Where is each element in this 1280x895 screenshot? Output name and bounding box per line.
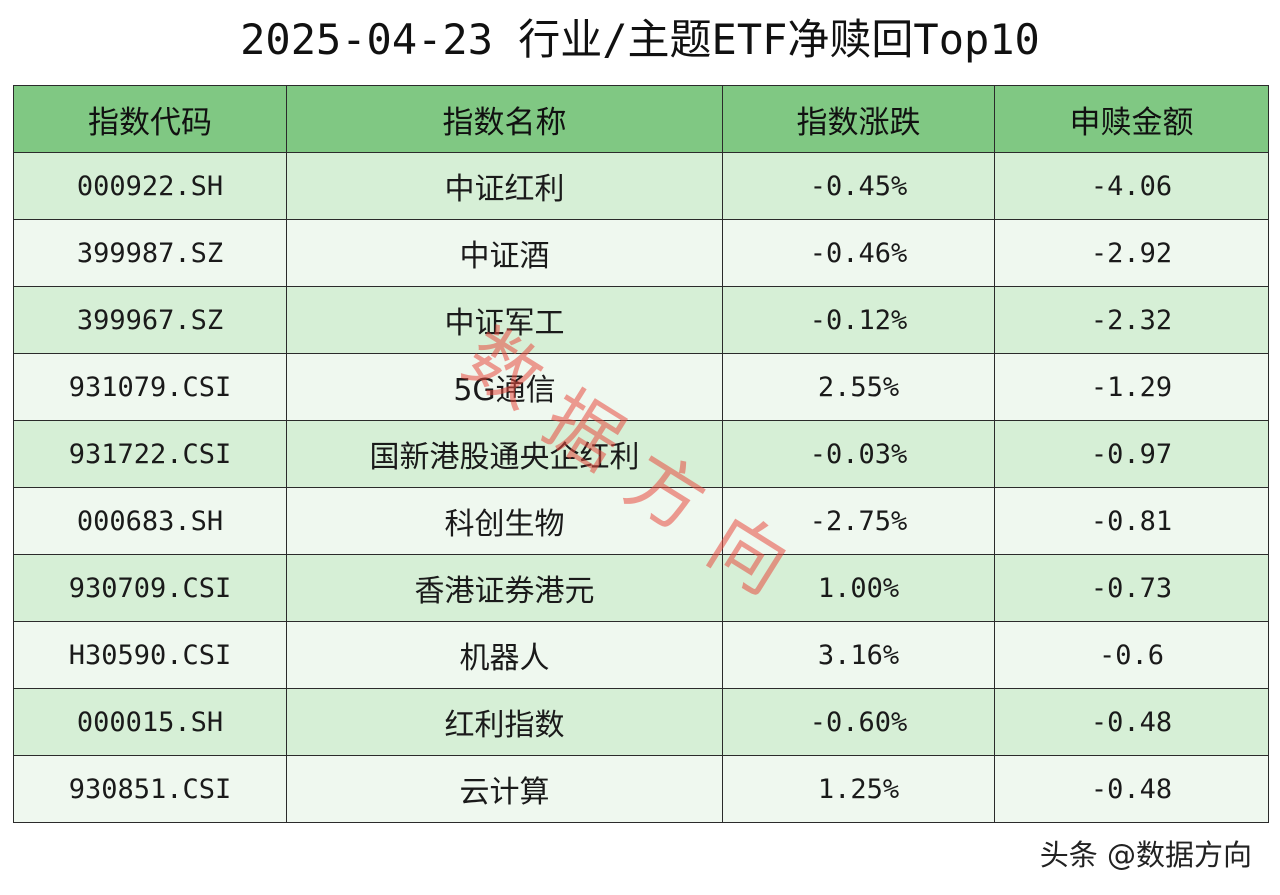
cell-redemption-amount: -4.06: [994, 152, 1269, 220]
table-row: 399987.SZ 中证酒 -0.46% -2.92: [13, 219, 1269, 287]
cell-index-code: 399967.SZ: [13, 286, 287, 354]
cell-index-change: -2.75%: [722, 487, 995, 555]
cell-redemption-amount: -0.81: [994, 487, 1269, 555]
table-row: H30590.CSI 机器人 3.16% -0.6: [13, 621, 1269, 689]
header-index-code: 指数代码: [13, 85, 287, 153]
table-row: 399967.SZ 中证军工 -0.12% -2.32: [13, 286, 1269, 354]
cell-redemption-amount: -1.29: [994, 353, 1269, 421]
cell-index-name: 科创生物: [286, 487, 723, 555]
cell-index-name: 国新港股通央企红利: [286, 420, 723, 488]
cell-index-change: 2.55%: [722, 353, 995, 421]
cell-index-code: 931079.CSI: [13, 353, 287, 421]
table-row: 000683.SH 科创生物 -2.75% -0.81: [13, 487, 1269, 555]
cell-redemption-amount: -0.97: [994, 420, 1269, 488]
page-title: 2025-04-23 行业/主题ETF净赎回Top10: [240, 15, 1040, 64]
cell-index-change: 1.00%: [722, 554, 995, 622]
header-index-name: 指数名称: [286, 85, 723, 153]
cell-redemption-amount: -2.92: [994, 219, 1269, 287]
cell-index-change: 1.25%: [722, 755, 995, 823]
cell-index-name: 香港证券港元: [286, 554, 723, 622]
table-row: 000015.SH 红利指数 -0.60% -0.48: [13, 688, 1269, 756]
table-row: 930709.CSI 香港证券港元 1.00% -0.73: [13, 554, 1269, 622]
cell-index-change: -0.12%: [722, 286, 995, 354]
cell-index-name: 中证军工: [286, 286, 723, 354]
cell-index-name: 5G通信: [286, 353, 723, 421]
cell-index-code: H30590.CSI: [13, 621, 287, 689]
cell-index-change: -0.46%: [722, 219, 995, 287]
cell-index-change: -0.60%: [722, 688, 995, 756]
cell-index-name: 机器人: [286, 621, 723, 689]
cell-index-name: 中证红利: [286, 152, 723, 220]
cell-redemption-amount: -2.32: [994, 286, 1269, 354]
cell-redemption-amount: -0.73: [994, 554, 1269, 622]
table-header-row: 指数代码 指数名称 指数涨跌 申赎金额: [13, 85, 1269, 153]
source-credit: 头条 @数据方向: [1039, 838, 1252, 872]
cell-index-code: 000922.SH: [13, 152, 287, 220]
header-index-change: 指数涨跌: [722, 85, 995, 153]
table-row: 931079.CSI 5G通信 2.55% -1.29: [13, 353, 1269, 421]
cell-index-change: -0.03%: [722, 420, 995, 488]
cell-index-code: 930709.CSI: [13, 554, 287, 622]
cell-index-change: 3.16%: [722, 621, 995, 689]
header-redemption-amount: 申赎金额: [994, 85, 1269, 153]
cell-redemption-amount: -0.6: [994, 621, 1269, 689]
cell-index-code: 931722.CSI: [13, 420, 287, 488]
cell-index-change: -0.45%: [722, 152, 995, 220]
cell-index-name: 中证酒: [286, 219, 723, 287]
cell-redemption-amount: -0.48: [994, 755, 1269, 823]
etf-redemption-table: 指数代码 指数名称 指数涨跌 申赎金额 000922.SH 中证红利 -0.45…: [13, 85, 1269, 823]
cell-index-code: 000683.SH: [13, 487, 287, 555]
cell-index-code: 930851.CSI: [13, 755, 287, 823]
table-row: 930851.CSI 云计算 1.25% -0.48: [13, 755, 1269, 823]
cell-redemption-amount: -0.48: [994, 688, 1269, 756]
table-row: 000922.SH 中证红利 -0.45% -4.06: [13, 152, 1269, 220]
cell-index-name: 云计算: [286, 755, 723, 823]
cell-index-name: 红利指数: [286, 688, 723, 756]
table-row: 931722.CSI 国新港股通央企红利 -0.03% -0.97: [13, 420, 1269, 488]
cell-index-code: 399987.SZ: [13, 219, 287, 287]
cell-index-code: 000015.SH: [13, 688, 287, 756]
